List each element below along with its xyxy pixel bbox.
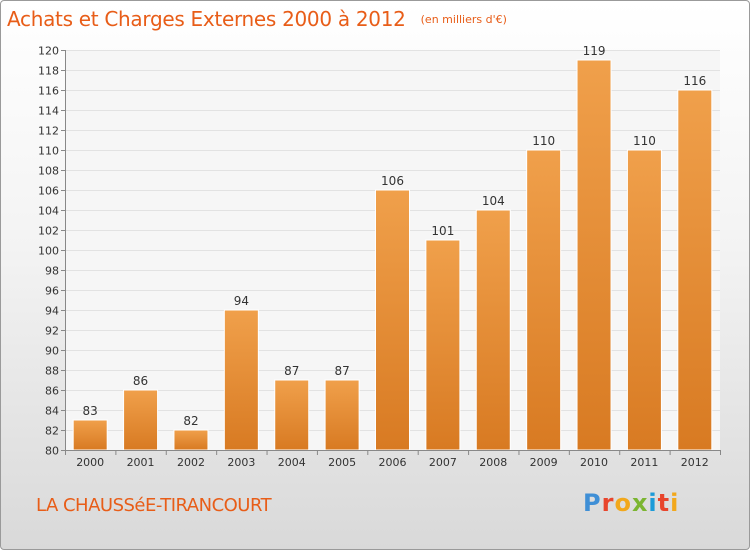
commune-name: LA CHAUSSéE-TIRANCOURT: [36, 495, 272, 516]
title-row: Achats et Charges Externes 2000 à 2012 (…: [7, 7, 507, 31]
y-tick-label: 84: [45, 405, 59, 418]
y-tick-label: 120: [38, 45, 59, 58]
bar-value-label: 110: [633, 134, 656, 148]
x-tick-label: 2009: [530, 456, 558, 469]
x-tick-label: 2004: [278, 456, 306, 469]
y-tick-label: 104: [38, 205, 59, 218]
proxiti-logo: Proxiti: [583, 489, 680, 517]
y-tick-label: 82: [45, 425, 59, 438]
y-tick-label: 100: [38, 245, 59, 258]
x-tick-label: 2007: [429, 456, 457, 469]
y-tick-label: 98: [45, 265, 59, 278]
bar-value-label: 116: [683, 74, 706, 88]
x-tick-label: 2012: [681, 456, 709, 469]
y-tick-label: 116: [38, 85, 59, 98]
y-tick-label: 80: [45, 445, 59, 458]
bar-2012: [677, 89, 713, 451]
chart-title: Achats et Charges Externes 2000 à 2012: [7, 7, 406, 31]
bar-2001: [123, 389, 159, 451]
x-tick-label: 2003: [227, 456, 255, 469]
bar-2004: [274, 379, 310, 451]
bar-value-label: 87: [284, 364, 299, 378]
bar-value-label: 110: [532, 134, 555, 148]
y-tick-label: 90: [45, 345, 59, 358]
y-tick-label: 106: [38, 185, 59, 198]
x-tick-label: 2000: [76, 456, 104, 469]
bar-value-label: 104: [482, 194, 505, 208]
x-tick-label: 2001: [127, 456, 155, 469]
bar-value-label: 82: [183, 414, 198, 428]
y-tick-label: 110: [38, 145, 59, 158]
y-tick-label: 118: [38, 65, 59, 78]
bar-value-label: 106: [381, 174, 404, 188]
y-tick-label: 94: [45, 305, 59, 318]
x-tick-label: 2005: [328, 456, 356, 469]
y-tick-label: 96: [45, 285, 59, 298]
bar-2011: [626, 149, 662, 451]
bar-2007: [425, 239, 461, 451]
bar-2000: [72, 419, 108, 451]
bar-value-label: 101: [431, 224, 454, 238]
y-tick-label: 92: [45, 325, 59, 338]
x-tick-label: 2011: [630, 456, 658, 469]
x-tick-label: 2002: [177, 456, 205, 469]
bar-value-label: 119: [583, 44, 606, 58]
bar-2010: [576, 59, 612, 451]
y-tick-label: 108: [38, 165, 59, 178]
x-tick-label: 2010: [580, 456, 608, 469]
bar-value-label: 87: [334, 364, 349, 378]
bar-2002: [173, 429, 209, 451]
y-tick-label: 102: [38, 225, 59, 238]
bar-value-label: 83: [83, 404, 98, 418]
y-tick-label: 114: [38, 105, 59, 118]
axes: 80 82 84 86 88 90 92 94 96 98 100 102 104 106 108 110 11…: [38, 45, 721, 469]
bar-value-label: 86: [133, 374, 148, 388]
bars: 83 86 82 94 87 87 106 101 104 110 119 110 116: [72, 44, 713, 451]
bar-2003: [223, 309, 259, 451]
bar-2006: [375, 189, 410, 451]
bar-2008: [475, 209, 511, 451]
x-tick-label: 2006: [379, 456, 407, 469]
y-tick-label: 88: [45, 365, 59, 378]
y-tick-label: 112: [38, 125, 59, 138]
chart-unit: (en milliers d'€): [420, 13, 507, 26]
y-tick-label: 86: [45, 385, 59, 398]
bar-2009: [526, 149, 562, 451]
bar-2005: [324, 379, 360, 451]
x-tick-label: 2008: [479, 456, 507, 469]
bar-value-label: 94: [234, 294, 249, 308]
